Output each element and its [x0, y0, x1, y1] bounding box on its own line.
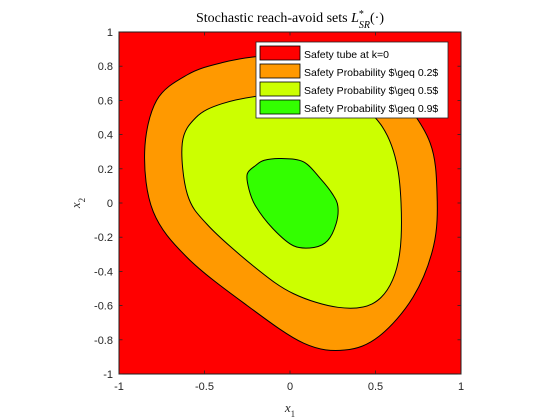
y-tick-label: -0.2: [94, 232, 113, 244]
y-tick-label: -1: [103, 369, 113, 381]
y-tick-label: 0.6: [98, 95, 113, 107]
chart-title-tail: (·): [370, 11, 384, 26]
region-safety-probability-3: [246, 157, 339, 249]
y-axis-label-base: x: [68, 202, 83, 209]
y-tick-label: 1: [107, 27, 113, 39]
y-tick-label: -0.4: [94, 266, 113, 278]
legend-entry-label: Safety Probability $\geq 0.5$: [304, 85, 438, 97]
chart-title-main: Stochastic reach-avoid sets: [196, 11, 351, 26]
y-tick-label: 0: [107, 198, 113, 210]
x-tick-label: -0.5: [195, 381, 214, 393]
x-tick-label: -1: [114, 381, 124, 393]
y-axis-label-subscript: 2: [77, 198, 87, 203]
legend-swatch: [259, 99, 301, 115]
y-tick-label: 0.4: [98, 130, 113, 142]
y-tick-label: -0.6: [94, 301, 113, 313]
legend: Safety tube at k=0 Safety Probability $\g…: [255, 41, 449, 119]
chart-title-superscript: *: [359, 9, 364, 20]
legend-entry-label: Safety Probability $\geq 0.9$: [304, 103, 438, 115]
chart-title-subscript: SR: [359, 20, 370, 31]
x-tick-label: 0.5: [368, 381, 383, 393]
x-axis-ticks: -1 -0.5 0 0.5 1: [114, 32, 464, 393]
x-axis-label: x1: [284, 400, 295, 419]
y-tick-label: 0.8: [98, 61, 113, 73]
legend-swatch: [259, 63, 301, 79]
y-axis-label: x2: [68, 198, 87, 209]
chart-title-symbol: L: [350, 11, 359, 26]
y-tick-label: 0.2: [98, 164, 113, 176]
x-axis-label-base: x: [284, 400, 291, 415]
legend-entry-label: Safety tube at k=0: [304, 49, 389, 61]
x-tick-label: 1: [458, 381, 464, 393]
y-tick-label: -0.8: [94, 335, 113, 347]
legend-entry-label: Safety Probability $\geq 0.2$: [304, 67, 438, 79]
chart-title: Stochastic reach-avoid sets L* SR(·): [196, 9, 384, 31]
x-tick-label: 0: [287, 381, 293, 393]
x-axis-label-subscript: 1: [291, 409, 296, 419]
legend-swatch: [259, 45, 301, 61]
y-axis-ticks: -1 -0.8 -0.6 -0.4 -0.2 0 0.2 0.4 0.6 0.8 1: [94, 27, 461, 381]
legend-swatch: [259, 81, 301, 97]
